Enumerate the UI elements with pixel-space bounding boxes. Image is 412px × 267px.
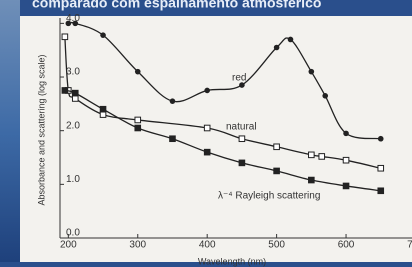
x-tick-label: 700 [407, 240, 412, 251]
y-tick-label: 2.0 [66, 120, 80, 131]
chart: comparado com espalhamento atmosférico W… [0, 0, 412, 267]
point [274, 45, 280, 51]
point [204, 88, 210, 94]
y-tick-label: 1.0 [66, 174, 80, 185]
x-tick-label: 600 [338, 240, 355, 251]
point [378, 136, 384, 142]
x-tick-label: 200 [60, 240, 77, 251]
series-label: red [232, 73, 246, 84]
y-axis-label: Absorbance and scattering (log scale) [36, 54, 46, 205]
point [204, 149, 210, 155]
series-label: natural [226, 122, 257, 133]
point [274, 144, 280, 150]
point [378, 188, 384, 194]
point [100, 32, 106, 38]
point [100, 106, 106, 112]
point [135, 69, 141, 75]
series-label: λ⁻⁴ Rayleigh scattering [218, 191, 320, 202]
point [239, 160, 245, 166]
page: comparado com espalhamento atmosférico W… [0, 0, 412, 267]
point [72, 96, 78, 102]
point [343, 183, 349, 189]
point [135, 125, 141, 131]
point [66, 21, 72, 27]
chart-title: comparado com espalhamento atmosférico [32, 0, 321, 11]
side-strip [0, 0, 20, 267]
point [100, 112, 106, 118]
point [309, 177, 315, 183]
point [309, 69, 315, 75]
x-tick-label: 500 [268, 240, 285, 251]
point [170, 136, 176, 142]
point [72, 90, 78, 96]
point [288, 37, 294, 43]
point [239, 136, 245, 142]
x-axis-label: Wavelength (nm) [198, 256, 266, 266]
point [319, 154, 325, 160]
y-tick-label: 3.0 [66, 67, 80, 78]
point [309, 152, 315, 158]
x-tick-label: 300 [129, 240, 146, 251]
point [62, 34, 68, 40]
point [204, 125, 210, 131]
point [274, 168, 280, 174]
point [343, 157, 349, 163]
point [72, 21, 78, 27]
point [378, 165, 384, 171]
point [170, 98, 176, 104]
point [322, 93, 328, 99]
point [135, 117, 141, 123]
x-tick-label: 400 [199, 240, 216, 251]
point [62, 88, 68, 94]
point [343, 131, 349, 137]
